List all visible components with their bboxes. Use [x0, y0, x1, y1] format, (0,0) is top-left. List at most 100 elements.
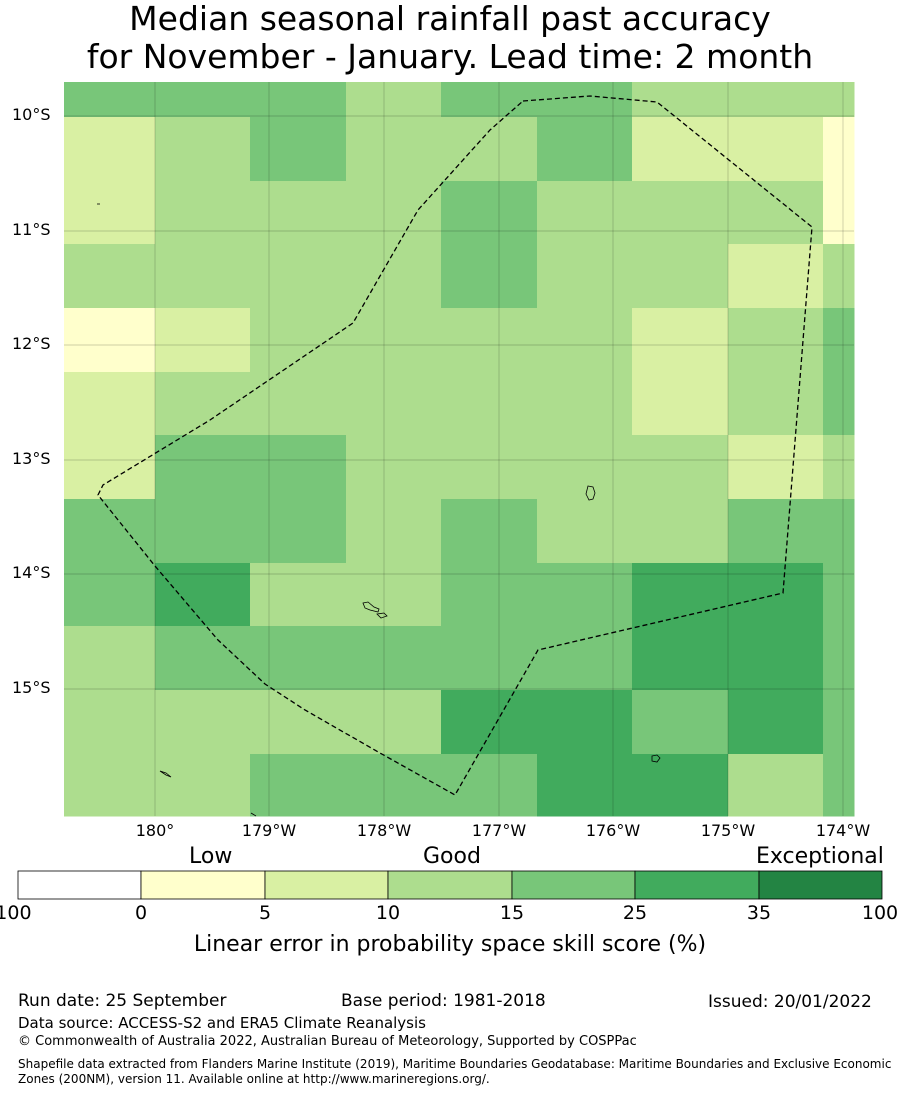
grid-cell: [250, 563, 347, 627]
grid-cell: [64, 690, 156, 755]
island-east: [585, 485, 596, 501]
grid-cell: [823, 690, 855, 755]
lon-label-176w: 176°W: [585, 821, 641, 840]
lat-label-14s: 14°S: [12, 563, 51, 582]
graticule: [64, 82, 854, 816]
grid-cell: [250, 626, 347, 691]
colorbar-tick-label: 100: [861, 902, 899, 924]
colorbar-segment: [758, 870, 883, 900]
colorbar-tick-label: 25: [622, 902, 648, 924]
grid-cell: [728, 435, 824, 500]
colorbar-tick-label: 0: [134, 902, 148, 924]
grid-cells: [64, 82, 855, 817]
grid-cell: [250, 244, 347, 309]
island-south-east: [651, 754, 661, 763]
grid-cell: [155, 244, 251, 309]
grid-cell: [632, 690, 729, 755]
grid-cell: [346, 117, 442, 182]
shapefile-credit-line-2: Zones (200NM), version 11. Available onl…: [18, 1072, 490, 1086]
grid-cell: [823, 372, 855, 436]
grid-cell: [845, 82, 855, 118]
grid-cell: [441, 435, 538, 500]
grid-cell: [632, 435, 729, 500]
grid-cell: [441, 117, 538, 182]
grid-cell: [441, 372, 538, 436]
grid-cell: [728, 754, 824, 817]
grid-cell: [155, 372, 251, 436]
grid-cell: [250, 754, 347, 817]
grid-cell: [441, 690, 538, 755]
grid-cell: [441, 626, 538, 691]
grid-cell: [250, 499, 347, 564]
grid-cell: [823, 626, 855, 691]
lon-label-178w: 178°W: [356, 821, 412, 840]
colorbar-tick-label: 35: [746, 902, 772, 924]
grid-cell: [155, 181, 251, 245]
grid-cell: [346, 244, 442, 309]
data-source: Data source: ACCESS-S2 and ERA5 Climate …: [18, 1014, 426, 1032]
grid-cell: [64, 82, 156, 118]
grid-cell: [64, 499, 156, 564]
grid-cell: [537, 82, 633, 118]
colorbar-tick-label: 15: [499, 902, 525, 924]
grid-cell: [823, 181, 855, 245]
grid-cell: [632, 499, 729, 564]
category-exceptional: Exceptional: [756, 844, 884, 869]
lat-label-15s: 15°S: [12, 678, 51, 697]
grid-cell: [155, 435, 251, 500]
grid-cell: [632, 563, 729, 627]
lat-label-13s: 13°S: [12, 449, 51, 468]
grid-cell: [632, 117, 729, 182]
grid-cell: [346, 499, 442, 564]
title-line-1: Median seasonal rainfall past accuracy: [129, 0, 771, 38]
grid-cell: [823, 244, 855, 309]
grid-cell: [632, 372, 729, 436]
grid-cell: [632, 308, 729, 373]
grid-cell: [441, 181, 538, 245]
grid-cell: [346, 435, 442, 500]
grid-cell: [155, 626, 251, 691]
grid-cell: [155, 754, 251, 817]
grid-cell: [823, 499, 855, 564]
grid-cell: [537, 181, 633, 245]
grid-cell: [728, 117, 824, 182]
grid-cell: [64, 372, 156, 436]
grid-cell: [64, 563, 156, 627]
grid-cell: [250, 435, 347, 500]
grid-cell: [64, 308, 156, 373]
colorbar-tick-label: 10: [375, 902, 401, 924]
grid-cell: [64, 117, 156, 182]
colorbar-segment: [511, 870, 636, 900]
lon-label-177w: 177°W: [471, 821, 527, 840]
grid-cell: [823, 754, 855, 817]
grid-cell: [64, 754, 156, 817]
colorbar-segment: [387, 870, 513, 900]
colorbar-segment: [634, 870, 760, 900]
run-date: Run date: 25 September: [18, 991, 227, 1011]
grid-cell: [441, 499, 538, 564]
grid-cell: [441, 308, 538, 373]
grid-cell: [441, 244, 538, 309]
grid-cell: [250, 117, 347, 182]
grid-cell: [155, 82, 251, 118]
grid-cell: [537, 372, 633, 436]
grid-cell: [823, 435, 855, 500]
category-low: Low: [189, 844, 233, 869]
grid-cell: [537, 563, 633, 627]
grid-cell: [632, 181, 729, 245]
grid-cell: [728, 308, 824, 373]
grid-cell: [728, 626, 824, 691]
colorbar-segment: [264, 870, 389, 900]
grid-cell: [346, 626, 442, 691]
chart-title: Median seasonal rainfall past accuracy f…: [0, 0, 900, 76]
grid-cell: [250, 308, 347, 373]
island-central-1: [362, 601, 380, 613]
grid-cell: [728, 244, 824, 309]
title-line-2: for November - January. Lead time: 2 mon…: [86, 37, 814, 76]
grid-cell: [155, 690, 251, 755]
copyright: © Commonwealth of Australia 2022, Austra…: [18, 1034, 637, 1049]
lon-label-175w: 175°W: [700, 821, 756, 840]
shapefile-credit-line-1: Shapefile data extracted from Flanders M…: [18, 1057, 892, 1071]
grid-cell: [632, 754, 729, 817]
category-good: Good: [423, 844, 481, 869]
